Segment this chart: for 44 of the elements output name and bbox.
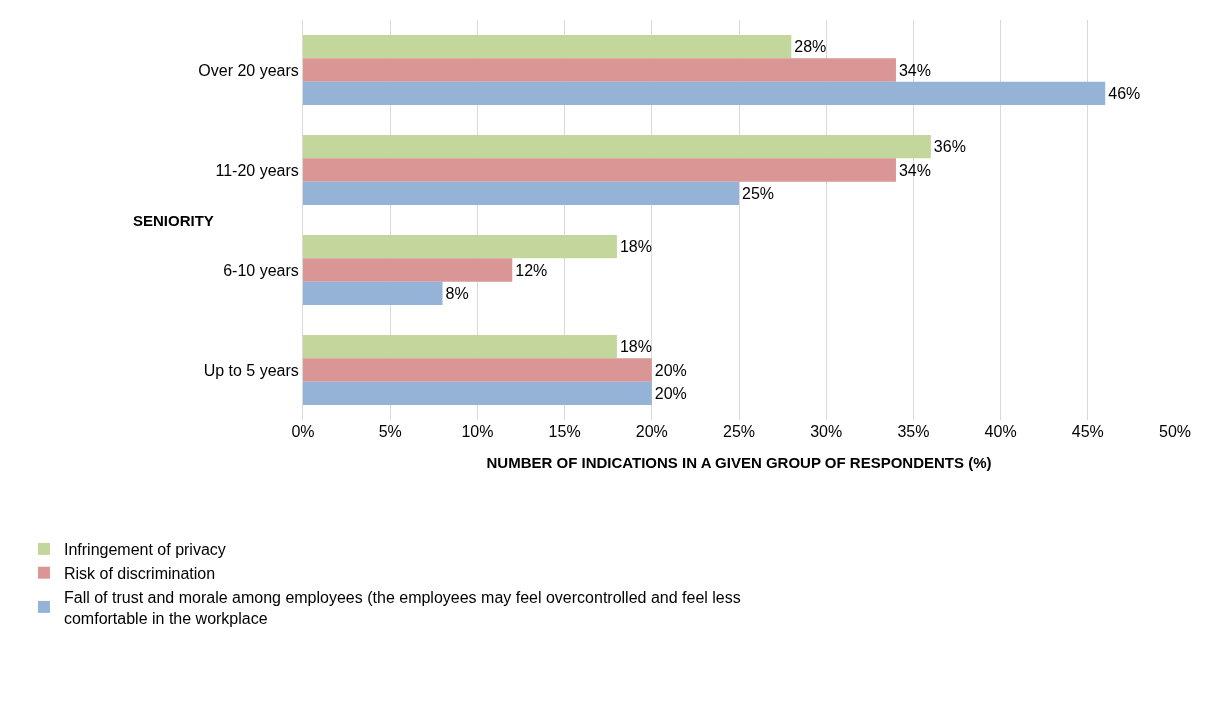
data-label: 34% (898, 61, 931, 79)
data-label: 20% (654, 361, 687, 379)
legend-label: Risk of discrimination (63, 564, 216, 582)
legend-label: Infringement of privacy (63, 541, 226, 559)
y-axis-title: SENIORITY (133, 212, 214, 229)
bar (303, 381, 652, 405)
bar (303, 258, 513, 282)
bar (303, 358, 652, 382)
data-label: 36% (933, 138, 966, 156)
bar (303, 81, 1106, 105)
x-tick-label: 45% (1071, 423, 1104, 440)
y-tick-label: Up to 5 years (203, 361, 299, 379)
bar (303, 281, 443, 305)
data-label: 20% (654, 384, 687, 402)
y-tick-label: Over 20 years (198, 61, 299, 79)
bar (303, 181, 739, 205)
x-axis-title: NUMBER OF INDICATIONS IN A GIVEN GROUP OF RESPONDENTS (%) (486, 454, 992, 471)
bar (303, 158, 896, 182)
data-label: 18% (619, 338, 652, 356)
bar (303, 58, 896, 82)
legend-label: Fall of trust and morale among employees (the employees may feel overcontrolled and feel less comfortable in the workplace (63, 588, 741, 627)
bar (303, 335, 617, 359)
x-tick-label: 50% (1158, 423, 1192, 440)
data-label: 46% (1108, 84, 1141, 102)
bar (303, 235, 617, 259)
x-tick-label: 15% (548, 423, 581, 440)
x-tick-label: 35% (897, 423, 930, 440)
data-label: 8% (445, 284, 469, 302)
x-tick-label: 20% (635, 423, 668, 440)
x-tick-label: 5% (378, 423, 402, 440)
x-tick-label: 0% (291, 423, 315, 440)
x-tick-label: 30% (810, 423, 843, 440)
x-tick-label: 40% (984, 423, 1017, 440)
data-label: 18% (619, 238, 652, 256)
data-label: 34% (898, 161, 931, 179)
bar (303, 35, 792, 59)
data-label: 25% (742, 184, 775, 202)
y-tick-label: 6-10 years (223, 261, 299, 279)
x-tick-label: 25% (722, 423, 756, 440)
x-tick-label: 10% (461, 423, 494, 440)
data-label: 28% (794, 38, 827, 56)
bar (303, 135, 931, 159)
data-label: 12% (515, 261, 548, 279)
y-tick-label: 11-20 years (215, 161, 299, 179)
